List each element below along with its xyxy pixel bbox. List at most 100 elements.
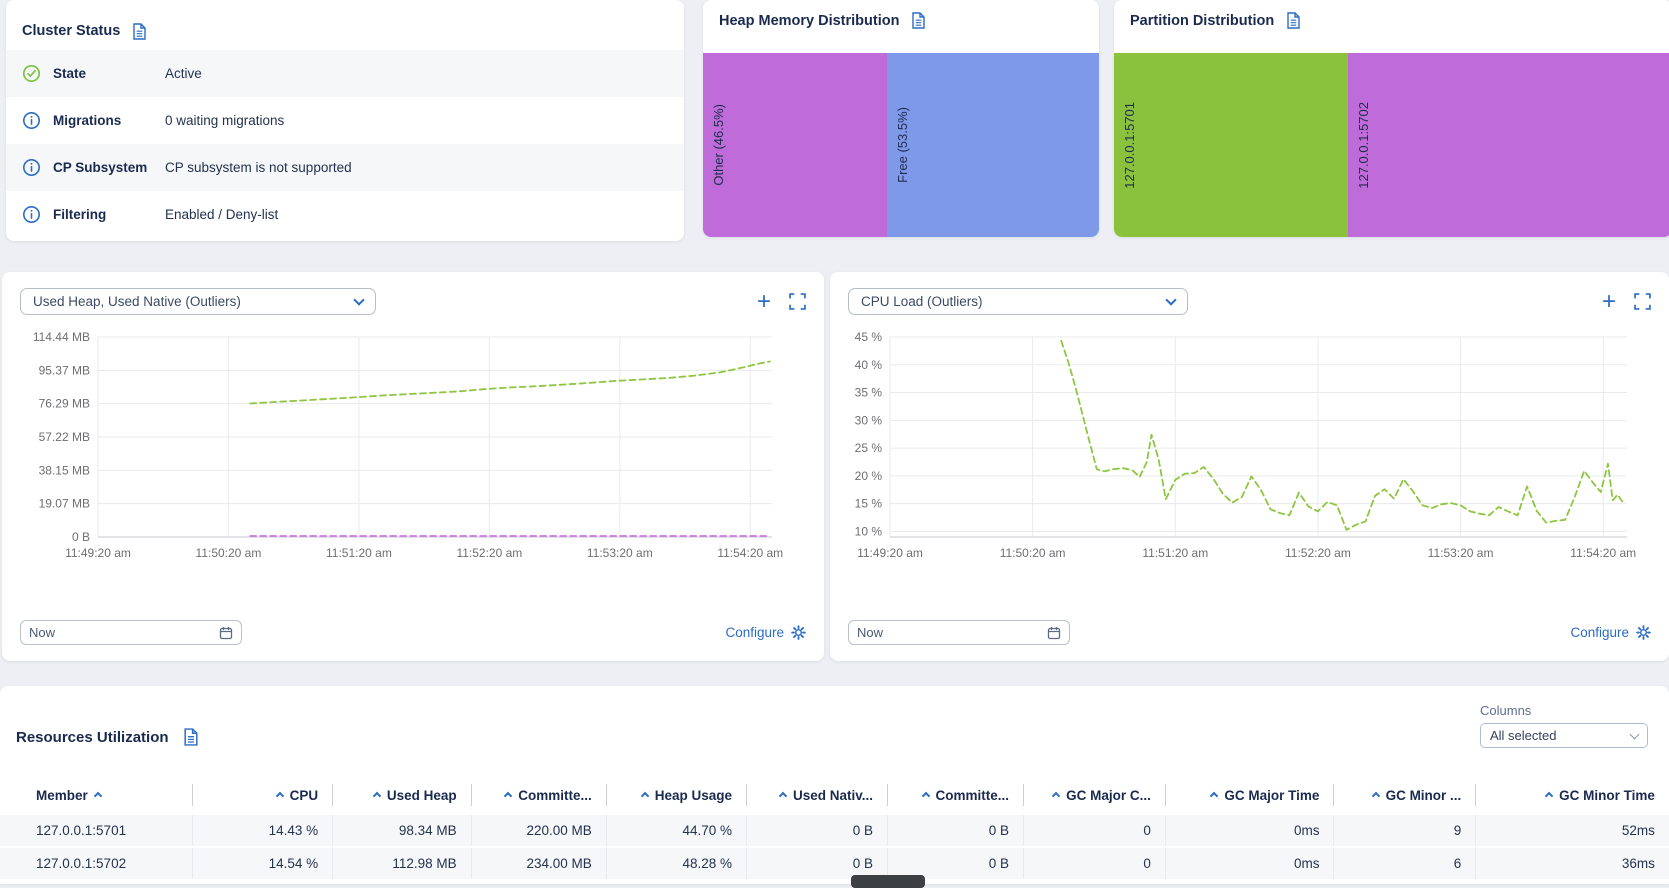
column-header-used-nativ[interactable]: Used Nativ... [746, 784, 887, 806]
table-cell: 112.98 MB [332, 848, 471, 879]
distribution-segment[interactable]: Other (46.5%) [703, 53, 888, 237]
fullscreen-icon[interactable] [789, 293, 806, 310]
column-header-gc-major-time[interactable]: GC Major Time [1164, 784, 1334, 806]
svg-text:38.15 MB: 38.15 MB [39, 463, 90, 477]
time-range-input[interactable]: Now [20, 620, 242, 645]
configure-label: Configure [725, 625, 784, 640]
status-value: Active [165, 66, 202, 81]
table-cell: 0 [1023, 815, 1165, 846]
svg-text:11:53:20 am: 11:53:20 am [587, 546, 653, 560]
svg-text:11:53:20 am: 11:53:20 am [1428, 546, 1494, 560]
table-cell: 14.43 % [191, 815, 332, 846]
metric-selector[interactable]: Used Heap, Used Native (Outliers) [20, 288, 376, 315]
segment-label: 127.0.0.1:5701 [1122, 101, 1137, 189]
svg-text:10 %: 10 % [855, 524, 883, 538]
document-icon[interactable] [183, 728, 199, 746]
heap-distribution-title: Heap Memory Distribution [719, 12, 900, 29]
column-header-gc-minor-time[interactable]: GC Minor Time [1475, 784, 1669, 806]
distribution-segment[interactable]: Free (53.5%) [887, 53, 1099, 237]
info-circle-icon [22, 158, 41, 177]
svg-text:30 %: 30 % [855, 413, 883, 427]
status-row-cp-subsystem: CP Subsystem CP subsystem is not supporte… [6, 144, 684, 191]
document-icon[interactable] [132, 22, 147, 40]
add-chart-button[interactable]: + [756, 287, 771, 315]
calendar-icon [1047, 626, 1061, 639]
sort-ascending-icon [1051, 791, 1061, 801]
time-range-value: Now [857, 625, 884, 640]
chevron-down-icon [353, 293, 365, 306]
table-cell: 220.00 MB [470, 815, 606, 846]
table-cell: 0 B [887, 848, 1023, 879]
fullscreen-icon[interactable] [1634, 293, 1651, 310]
document-icon[interactable] [911, 12, 926, 29]
column-header-cpu[interactable]: CPU [191, 784, 332, 806]
resources-table: Member CPU Used Heap Committe... Heap Usage U… [0, 784, 1669, 881]
metric-selector[interactable]: CPU Load (Outliers) [848, 288, 1188, 315]
distribution-segment[interactable]: 127.0.0.1:5702 [1348, 53, 1669, 237]
column-header-gc-major-c[interactable]: GC Major C... [1023, 784, 1165, 806]
table-cell: 14.54 % [191, 848, 332, 879]
metric-selector-value: CPU Load (Outliers) [861, 294, 983, 309]
time-range-input[interactable]: Now [848, 620, 1070, 645]
partition-distribution-title: Partition Distribution [1130, 12, 1275, 29]
svg-text:11:52:20 am: 11:52:20 am [1285, 546, 1351, 560]
sort-ascending-icon [1210, 791, 1219, 801]
column-header-member[interactable]: Member [0, 784, 192, 806]
table-cell: 98.34 MB [332, 815, 471, 846]
segment-label: Free (53.5%) [895, 107, 911, 183]
partition-distribution-card: Partition Distribution 127.0.0.1:5701 127… [1114, 0, 1669, 237]
column-header-used-heap[interactable]: Used Heap [332, 784, 471, 806]
svg-text:0 B: 0 B [72, 530, 90, 544]
table-cell: 52ms [1475, 815, 1669, 846]
table-cell: 36ms [1475, 848, 1669, 879]
svg-text:45 %: 45 % [855, 330, 883, 344]
svg-text:11:51:20 am: 11:51:20 am [326, 546, 392, 560]
column-header-label: Committe... [935, 787, 1010, 803]
svg-text:11:52:20 am: 11:52:20 am [456, 546, 522, 560]
heap-distribution-bar[interactable]: Other (46.5%) Free (53.5%) [703, 53, 1099, 237]
column-header-committe[interactable]: Committe... [887, 784, 1023, 806]
column-header-heap-usage[interactable]: Heap Usage [605, 784, 746, 806]
svg-text:11:49:20 am: 11:49:20 am [857, 546, 923, 560]
column-header-gc-minor[interactable]: GC Minor ... [1333, 784, 1475, 806]
segment-label: Other (46.5%) [711, 104, 726, 186]
add-chart-button[interactable]: + [1601, 287, 1616, 315]
configure-button[interactable]: Configure [1570, 625, 1651, 640]
column-header-label: Used Heap [386, 787, 457, 803]
cluster-status-card: Cluster Status State Active Migrations 0 wa… [6, 0, 684, 241]
sort-ascending-icon [372, 791, 382, 801]
status-row-filtering: Filtering Enabled / Deny-list [6, 191, 684, 238]
metric-selector-value: Used Heap, Used Native (Outliers) [33, 294, 241, 309]
cpu-load-chart[interactable]: 11:49:20 am 11:50:20 am 11:51:20 am 11:52:2… [848, 327, 1651, 577]
column-header-committe[interactable]: Committe... [470, 784, 606, 806]
table-cell: 44.70 % [605, 815, 746, 846]
table-cell: 0 B [887, 815, 1023, 846]
svg-text:11:54:20 am: 11:54:20 am [717, 546, 783, 560]
status-row-state: State Active [6, 50, 684, 97]
distribution-segment[interactable]: 127.0.0.1:5701 [1114, 53, 1349, 237]
svg-text:40 %: 40 % [855, 358, 883, 372]
svg-text:15 %: 15 % [855, 497, 883, 511]
used-heap-chart[interactable]: 11:49:20 am 11:50:20 am 11:51:20 am 11:52:2… [20, 327, 806, 577]
partition-distribution-bar[interactable]: 127.0.0.1:5701 127.0.0.1:5702 [1114, 53, 1669, 237]
column-header-label: Committe... [518, 787, 592, 803]
column-header-label: GC Major C... [1066, 787, 1151, 803]
columns-select[interactable]: All selected [1480, 723, 1648, 748]
configure-button[interactable]: Configure [725, 625, 806, 640]
status-value: Enabled / Deny-list [165, 207, 279, 222]
info-circle-icon [22, 111, 41, 130]
svg-text:76.29 MB: 76.29 MB [39, 397, 90, 411]
status-label: Migrations [53, 113, 122, 128]
heap-memory-distribution-card: Heap Memory Distribution Other (46.5%) Fr… [703, 0, 1099, 237]
svg-text:20 %: 20 % [855, 469, 883, 483]
sort-ascending-icon [504, 791, 513, 801]
sort-ascending-icon [1544, 791, 1554, 801]
svg-text:11:51:20 am: 11:51:20 am [1142, 546, 1208, 560]
cluster-status-title: Cluster Status [22, 23, 121, 39]
table-row: 127.0.0.1:5701 14.43 % 98.34 MB 220.00 MB 44… [0, 815, 1669, 846]
svg-text:35 %: 35 % [855, 386, 883, 400]
sort-ascending-icon [1371, 791, 1380, 801]
document-icon[interactable] [1286, 12, 1301, 29]
table-cell: 0ms [1164, 848, 1334, 879]
svg-text:19.07 MB: 19.07 MB [39, 497, 90, 511]
